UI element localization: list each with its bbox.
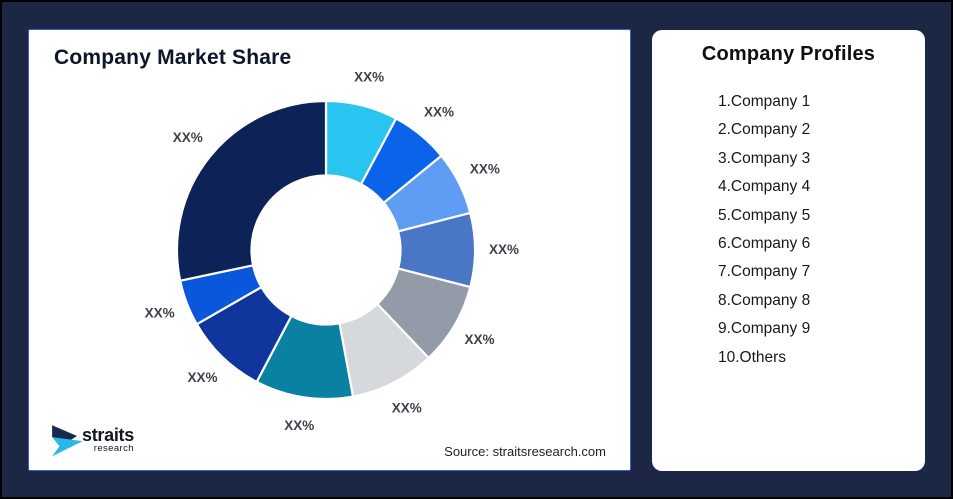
profile-list-item: 6.Company 6 [718,235,811,253]
straits-logo-icon [52,425,83,457]
logo-subtitle: research [93,443,134,454]
straits-research-logo: straits research [49,423,134,457]
slice-label-3: XX% [470,162,500,177]
slice-label-10: XX% [173,130,203,145]
profiles-title: Company Profiles [701,43,876,65]
slice-label-8: XX% [188,370,218,385]
slice-label-2: XX% [424,104,454,119]
profile-list-item: 2.Company 2 [718,121,811,139]
profile-list-item: 10.Others [718,348,787,366]
profiles-list: 1.Company 1 2.Company 2 3.Company 3 4.Co… [718,88,925,372]
profile-list-item: 5.Company 5 [718,206,811,224]
slice-label-9: XX% [145,305,175,320]
donut-slice-10 [175,99,328,282]
slice-label-6: XX% [392,401,422,416]
slice-label-7: XX% [284,418,314,433]
slice-label-1: XX% [354,69,384,84]
chart-title: Company Market Share [54,46,292,69]
market-share-donut: XX% XX% XX% XX% XX% XX% XX% XX% XX% XX% [145,69,519,433]
company-profiles-card: Company Profiles 1.Company 1 2.Company 2… [652,30,925,471]
profile-list-item: 9.Company 9 [718,320,811,338]
profile-list-item: 1.Company 1 [718,93,811,110]
profile-list-item: 3.Company 3 [718,149,811,167]
logo-text: straits research [82,425,134,454]
profile-list-item: 8.Company 8 [718,291,811,309]
logo-name: straits [82,425,134,445]
slice-label-4: XX% [489,242,519,257]
slice-label-5: XX% [464,332,494,347]
source-note: Source: straitsresearch.com [444,444,606,459]
profile-list-item: 4.Company 4 [718,178,811,196]
market-share-card: Company Market Share XX% XX% XX% XX% XX% XX% X… [28,29,631,471]
profile-list-item: 7.Company 7 [718,263,811,281]
